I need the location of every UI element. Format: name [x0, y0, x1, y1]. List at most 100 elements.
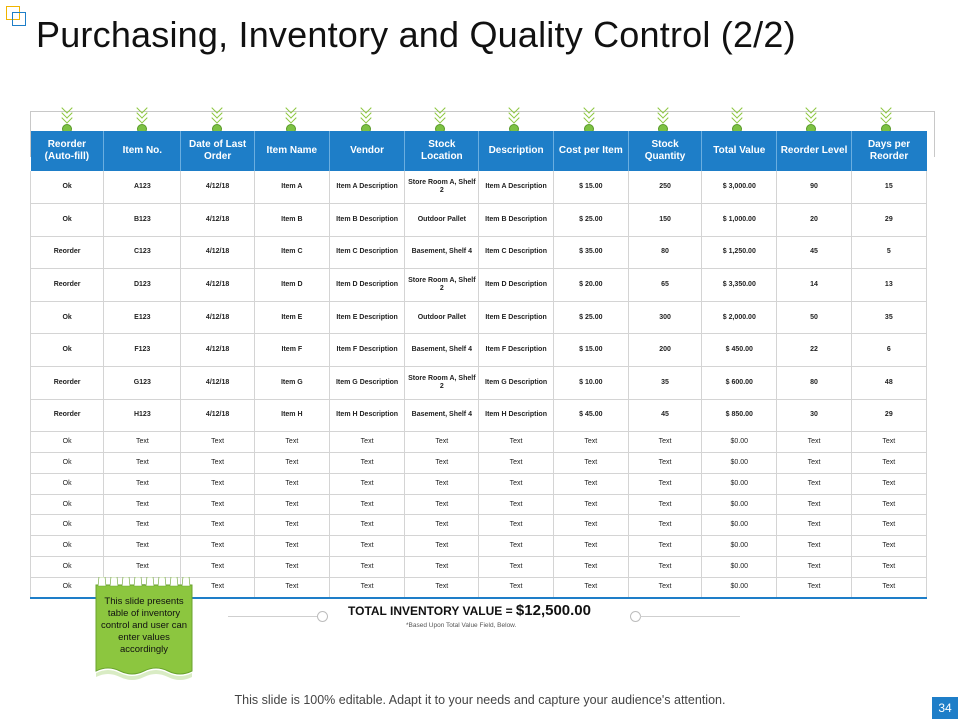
table-cell[interactable]: Text [478, 556, 554, 578]
table-cell[interactable]: Ok [29, 494, 105, 516]
table-cell[interactable]: Item A Description [329, 171, 406, 205]
table-cell[interactable]: Text [404, 556, 480, 578]
table-cell[interactable]: $ 1,000.00 [701, 203, 778, 237]
table-cell[interactable]: Outdoor Pallet [404, 301, 480, 335]
table-cell[interactable]: Text [776, 494, 852, 516]
table-cell[interactable]: 20 [776, 203, 852, 237]
table-cell[interactable]: Item A [254, 171, 330, 205]
table-cell[interactable]: Text [254, 431, 330, 454]
table-cell[interactable]: Text [553, 535, 629, 558]
table-cell[interactable]: 4/12/18 [180, 301, 255, 335]
table-cell[interactable]: 48 [851, 366, 928, 400]
table-cell[interactable]: $0.00 [701, 556, 778, 578]
table-cell[interactable]: Item D Description [329, 268, 406, 302]
table-cell[interactable]: Text [553, 494, 629, 516]
table-cell[interactable]: $ 35.00 [553, 236, 629, 270]
table-cell[interactable]: Text [329, 535, 406, 558]
table-cell[interactable]: Text [404, 494, 480, 516]
table-cell[interactable]: 4/12/18 [180, 268, 255, 302]
table-cell[interactable]: E123 [103, 301, 182, 335]
table-cell[interactable]: Text [776, 431, 852, 454]
table-cell[interactable]: Text [103, 556, 182, 578]
table-cell[interactable]: A123 [103, 171, 182, 205]
table-cell[interactable]: 200 [628, 333, 703, 368]
table-cell[interactable]: 90 [776, 171, 852, 205]
table-cell[interactable]: Item G Description [329, 366, 406, 400]
table-cell[interactable]: Text [254, 577, 330, 600]
table-cell[interactable]: 65 [628, 268, 703, 302]
table-cell[interactable]: Item C Description [478, 236, 554, 270]
table-cell[interactable]: Text [404, 431, 480, 454]
table-cell[interactable]: Item E Description [329, 301, 406, 335]
table-cell[interactable]: 50 [776, 301, 852, 335]
table-cell[interactable]: 6 [851, 333, 928, 368]
table-cell[interactable]: Text [628, 431, 703, 454]
table-cell[interactable]: Item H Description [478, 399, 554, 433]
table-cell[interactable]: 4/12/18 [180, 366, 255, 400]
table-cell[interactable]: Text [254, 514, 330, 537]
table-cell[interactable]: Text [628, 577, 703, 600]
table-cell[interactable]: Outdoor Pallet [404, 203, 480, 237]
table-cell[interactable]: Text [628, 556, 703, 578]
table-cell[interactable]: Text [553, 514, 629, 537]
table-cell[interactable]: Text [254, 494, 330, 516]
table-cell[interactable]: Text [180, 494, 255, 516]
table-cell[interactable]: 80 [628, 236, 703, 270]
table-cell[interactable]: $0.00 [701, 473, 778, 495]
table-cell[interactable]: 14 [776, 268, 852, 302]
table-cell[interactable]: $ 15.00 [553, 333, 629, 368]
table-cell[interactable]: Text [478, 494, 554, 516]
table-cell[interactable]: Text [776, 514, 852, 537]
table-cell[interactable]: Reorder [29, 399, 105, 433]
table-cell[interactable]: Text [180, 577, 255, 600]
table-cell[interactable]: 4/12/18 [180, 171, 255, 205]
table-cell[interactable]: Item H Description [329, 399, 406, 433]
table-cell[interactable]: Text [553, 452, 629, 474]
table-cell[interactable]: Item B Description [329, 203, 406, 237]
table-cell[interactable]: Text [851, 494, 928, 516]
table-cell[interactable]: Item H [254, 399, 330, 433]
table-cell[interactable]: 4/12/18 [180, 203, 255, 237]
table-cell[interactable]: 15 [851, 171, 928, 205]
table-cell[interactable]: Text [404, 577, 480, 600]
table-cell[interactable]: Ok [29, 333, 105, 368]
table-cell[interactable]: Text [851, 431, 928, 454]
table-cell[interactable]: $ 2,000.00 [701, 301, 778, 335]
table-cell[interactable]: $0.00 [701, 535, 778, 558]
table-cell[interactable]: Text [851, 535, 928, 558]
table-cell[interactable]: 29 [851, 399, 928, 433]
table-cell[interactable]: 13 [851, 268, 928, 302]
table-cell[interactable]: Item G Description [478, 366, 554, 400]
table-cell[interactable]: Text [254, 452, 330, 474]
table-cell[interactable]: Item C [254, 236, 330, 270]
table-cell[interactable]: Text [628, 473, 703, 495]
table-cell[interactable]: Basement, Shelf 4 [404, 399, 480, 433]
table-cell[interactable]: Ok [29, 535, 105, 558]
table-cell[interactable]: Basement, Shelf 4 [404, 333, 480, 368]
table-cell[interactable]: Text [776, 556, 852, 578]
table-cell[interactable]: Text [628, 535, 703, 558]
table-cell[interactable]: Item F Description [478, 333, 554, 368]
table-cell[interactable]: 150 [628, 203, 703, 237]
table-cell[interactable]: $ 10.00 [553, 366, 629, 400]
table-cell[interactable]: 4/12/18 [180, 399, 255, 433]
table-cell[interactable]: Text [776, 535, 852, 558]
table-cell[interactable]: 5 [851, 236, 928, 270]
table-cell[interactable]: $ 45.00 [553, 399, 629, 433]
table-cell[interactable]: Text [103, 473, 182, 495]
table-cell[interactable]: Text [628, 514, 703, 537]
table-cell[interactable]: $ 25.00 [553, 203, 629, 237]
table-cell[interactable]: Text [103, 514, 182, 537]
table-cell[interactable]: Text [254, 473, 330, 495]
table-cell[interactable]: Text [851, 514, 928, 537]
table-cell[interactable]: Text [254, 556, 330, 578]
table-cell[interactable]: Ok [29, 431, 105, 454]
table-cell[interactable]: Ok [29, 203, 105, 237]
table-cell[interactable]: Text [851, 452, 928, 474]
table-cell[interactable]: Text [478, 473, 554, 495]
table-cell[interactable]: Text [478, 452, 554, 474]
table-cell[interactable]: 80 [776, 366, 852, 400]
table-cell[interactable]: Text [553, 556, 629, 578]
table-cell[interactable]: Ok [29, 514, 105, 537]
table-cell[interactable]: Text [103, 452, 182, 474]
